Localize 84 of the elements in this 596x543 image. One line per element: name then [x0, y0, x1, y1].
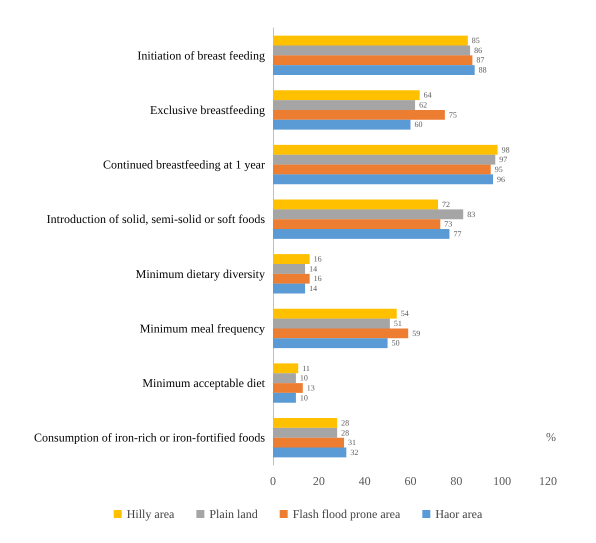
x-axis-title: % — [546, 430, 556, 444]
x-tick-label: 80 — [450, 474, 462, 488]
bar — [273, 284, 306, 294]
bar — [273, 254, 310, 264]
data-label: 13 — [306, 383, 315, 392]
bar — [273, 110, 445, 120]
y-tick-label: Continued breastfeeding at 1 year — [103, 158, 265, 172]
data-label: 87 — [476, 56, 484, 65]
bar — [273, 144, 498, 155]
data-label: 28 — [341, 428, 350, 438]
data-label: 10 — [300, 393, 308, 402]
bar — [273, 328, 408, 338]
legend-label: Flash flood prone area — [292, 507, 401, 521]
bar — [273, 308, 397, 319]
bar — [273, 318, 390, 328]
bar — [273, 383, 303, 393]
data-label: 16 — [314, 254, 322, 264]
data-label: 98 — [502, 145, 510, 154]
bar — [273, 200, 438, 210]
legend-label: Haor area — [435, 507, 483, 521]
data-label: 50 — [392, 338, 400, 348]
x-tick-label: 20 — [312, 474, 325, 488]
bar — [273, 418, 338, 428]
x-tick-label: 100 — [493, 474, 512, 488]
data-label: 72 — [442, 200, 450, 209]
bar — [273, 174, 493, 184]
bar — [273, 209, 464, 220]
data-label: 85 — [472, 36, 480, 46]
bar — [273, 274, 310, 284]
legend-label: Hilly area — [126, 507, 176, 521]
data-label: 62 — [419, 100, 428, 110]
y-tick-label: Exclusive breastfeeding — [150, 102, 265, 117]
bar — [273, 363, 298, 374]
bar — [273, 100, 416, 110]
data-label: 16 — [314, 274, 322, 284]
x-tick-label: 120 — [539, 474, 557, 488]
bar — [273, 229, 450, 239]
y-tick-label: Minimum acceptable diet — [142, 376, 266, 390]
bar — [273, 219, 440, 230]
data-label: 77 — [453, 229, 462, 238]
bar — [273, 438, 344, 448]
x-tick-label: 0 — [270, 474, 276, 488]
y-tick-label: Initiation of breast feeding — [137, 48, 265, 62]
bar — [273, 55, 472, 66]
bar — [273, 392, 296, 403]
y-tick-label: Introduction of solid, semi-solid or soft foods — [46, 212, 266, 226]
data-label: 83 — [467, 210, 476, 219]
data-label: 32 — [350, 448, 358, 457]
data-label: 97 — [499, 155, 508, 164]
x-tick-label: 40 — [358, 474, 371, 488]
bar — [273, 428, 338, 438]
data-label: 96 — [497, 174, 505, 184]
data-label: 86 — [474, 46, 482, 55]
bar — [273, 164, 491, 174]
data-label: 59 — [412, 328, 420, 338]
y-tick-label: Consumption of iron-rich or iron-fortified foods — [34, 430, 266, 445]
data-label: 75 — [448, 110, 457, 120]
x-tick-label: 60 — [404, 474, 416, 488]
y-tick-label: Minimum dietary diversity — [136, 266, 265, 281]
bar — [273, 45, 470, 56]
y-tick-label: Minimum meal frequency — [140, 321, 265, 336]
bar — [273, 120, 410, 130]
data-label: 31 — [348, 438, 356, 448]
data-label: 64 — [424, 90, 432, 100]
data-label: 14 — [309, 264, 318, 274]
legend-label: Plain land — [209, 507, 258, 521]
data-label: 73 — [444, 220, 452, 229]
data-label: 95 — [494, 164, 503, 174]
data-label: 60 — [414, 120, 422, 130]
bar — [273, 264, 306, 274]
bar — [273, 154, 496, 165]
bar — [273, 36, 468, 46]
bar — [273, 448, 346, 458]
data-label: 28 — [341, 418, 350, 428]
bar — [273, 338, 388, 348]
data-label: 14 — [309, 284, 318, 294]
data-label: 10 — [300, 374, 308, 383]
data-label: 51 — [394, 319, 402, 328]
data-label: 88 — [478, 66, 487, 75]
data-label: 11 — [302, 364, 310, 373]
bar — [273, 90, 420, 100]
bar — [273, 373, 296, 384]
bar — [273, 65, 475, 75]
data-label: 54 — [400, 309, 409, 318]
